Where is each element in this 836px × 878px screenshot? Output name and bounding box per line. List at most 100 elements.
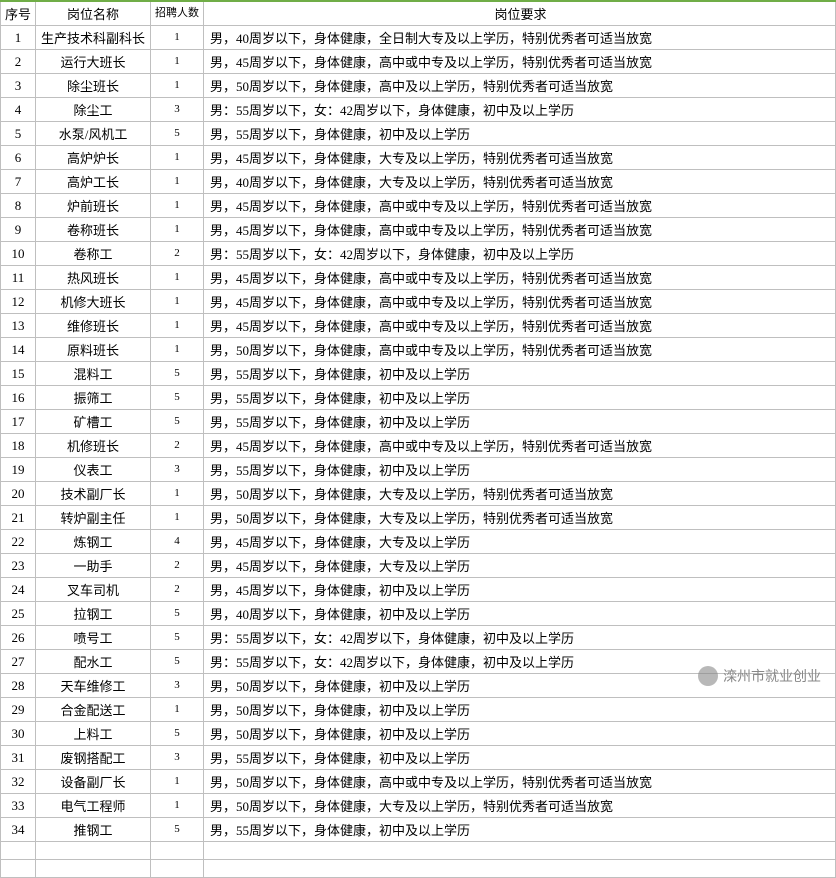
- empty-cell: [151, 860, 204, 878]
- cell-count: 1: [151, 26, 204, 50]
- table-row: 22炼钢工4男，45周岁以下，身体健康，大专及以上学历: [1, 530, 836, 554]
- cell-position: 运行大班长: [36, 50, 151, 74]
- cell-seq: 1: [1, 26, 36, 50]
- cell-requirement: 男，50周岁以下，身体健康，大专及以上学历，特别优秀者可适当放宽: [204, 794, 836, 818]
- cell-requirement: 男，45周岁以下，身体健康，高中或中专及以上学历，特别优秀者可适当放宽: [204, 434, 836, 458]
- cell-count: 1: [151, 194, 204, 218]
- cell-position: 卷称班长: [36, 218, 151, 242]
- cell-seq: 34: [1, 818, 36, 842]
- cell-requirement: 男，55周岁以下，身体健康，初中及以上学历: [204, 410, 836, 434]
- table-body: 1生产技术科副科长1男，40周岁以下，身体健康，全日制大专及以上学历，特别优秀者…: [1, 26, 836, 878]
- cell-position: 合金配送工: [36, 698, 151, 722]
- table-row: 9卷称班长1男，45周岁以下，身体健康，高中或中专及以上学历，特别优秀者可适当放…: [1, 218, 836, 242]
- cell-count: 5: [151, 386, 204, 410]
- cell-position: 转炉副主任: [36, 506, 151, 530]
- cell-seq: 14: [1, 338, 36, 362]
- cell-position: 拉钢工: [36, 602, 151, 626]
- table-row: 11热风班长1男，45周岁以下，身体健康，高中或中专及以上学历，特别优秀者可适当…: [1, 266, 836, 290]
- empty-cell: [151, 842, 204, 860]
- cell-position: 喷号工: [36, 626, 151, 650]
- empty-cell: [204, 860, 836, 878]
- cell-requirement: 男，55周岁以下，身体健康，初中及以上学历: [204, 458, 836, 482]
- cell-count: 1: [151, 338, 204, 362]
- table-row: 20技术副厂长1男，50周岁以下，身体健康，大专及以上学历，特别优秀者可适当放宽: [1, 482, 836, 506]
- cell-position: 热风班长: [36, 266, 151, 290]
- cell-count: 5: [151, 722, 204, 746]
- cell-requirement: 男，45周岁以下，身体健康，高中或中专及以上学历，特别优秀者可适当放宽: [204, 290, 836, 314]
- cell-position: 矿槽工: [36, 410, 151, 434]
- cell-count: 1: [151, 170, 204, 194]
- table-row: 31废钢搭配工3男，55周岁以下，身体健康，初中及以上学历: [1, 746, 836, 770]
- cell-position: 机修班长: [36, 434, 151, 458]
- table-row: 24叉车司机2男，45周岁以下，身体健康，初中及以上学历: [1, 578, 836, 602]
- cell-position: 上料工: [36, 722, 151, 746]
- cell-count: 5: [151, 362, 204, 386]
- header-count: 招聘人数: [151, 1, 204, 26]
- cell-position: 维修班长: [36, 314, 151, 338]
- cell-position: 水泵/风机工: [36, 122, 151, 146]
- cell-requirement: 男，55周岁以下，身体健康，初中及以上学历: [204, 818, 836, 842]
- table-row: 10卷称工2男：55周岁以下，女：42周岁以下，身体健康，初中及以上学历: [1, 242, 836, 266]
- cell-position: 原料班长: [36, 338, 151, 362]
- table-row: 23一助手2男，45周岁以下，身体健康，大专及以上学历: [1, 554, 836, 578]
- empty-row: [1, 860, 836, 878]
- cell-requirement: 男，50周岁以下，身体健康，初中及以上学历: [204, 698, 836, 722]
- table-row: 29合金配送工1男，50周岁以下，身体健康，初中及以上学历: [1, 698, 836, 722]
- cell-count: 5: [151, 602, 204, 626]
- table-row: 1生产技术科副科长1男，40周岁以下，身体健康，全日制大专及以上学历，特别优秀者…: [1, 26, 836, 50]
- cell-count: 1: [151, 770, 204, 794]
- cell-count: 3: [151, 98, 204, 122]
- table-row: 5水泵/风机工5男，55周岁以下，身体健康，初中及以上学历: [1, 122, 836, 146]
- cell-position: 技术副厂长: [36, 482, 151, 506]
- cell-requirement: 男，45周岁以下，身体健康，高中或中专及以上学历，特别优秀者可适当放宽: [204, 266, 836, 290]
- cell-requirement: 男，40周岁以下，身体健康，初中及以上学历: [204, 602, 836, 626]
- cell-seq: 2: [1, 50, 36, 74]
- header-row: 序号 岗位名称 招聘人数 岗位要求: [1, 1, 836, 26]
- cell-requirement: 男，55周岁以下，身体健康，初中及以上学历: [204, 746, 836, 770]
- cell-position: 炉前班长: [36, 194, 151, 218]
- cell-count: 1: [151, 218, 204, 242]
- cell-position: 生产技术科副科长: [36, 26, 151, 50]
- cell-position: 混料工: [36, 362, 151, 386]
- cell-requirement: 男，45周岁以下，身体健康，高中或中专及以上学历，特别优秀者可适当放宽: [204, 194, 836, 218]
- header-seq: 序号: [1, 1, 36, 26]
- cell-requirement: 男，50周岁以下，身体健康，大专及以上学历，特别优秀者可适当放宽: [204, 482, 836, 506]
- cell-seq: 19: [1, 458, 36, 482]
- cell-count: 1: [151, 506, 204, 530]
- table-row: 30上料工5男，50周岁以下，身体健康，初中及以上学历: [1, 722, 836, 746]
- cell-position: 高炉炉长: [36, 146, 151, 170]
- watermark-text: 滦州市就业创业: [723, 666, 821, 686]
- header-position: 岗位名称: [36, 1, 151, 26]
- cell-seq: 25: [1, 602, 36, 626]
- cell-count: 1: [151, 266, 204, 290]
- cell-requirement: 男，55周岁以下，身体健康，初中及以上学历: [204, 386, 836, 410]
- cell-seq: 22: [1, 530, 36, 554]
- cell-seq: 27: [1, 650, 36, 674]
- cell-seq: 29: [1, 698, 36, 722]
- cell-seq: 15: [1, 362, 36, 386]
- cell-position: 废钢搭配工: [36, 746, 151, 770]
- table-row: 12机修大班长1男，45周岁以下，身体健康，高中或中专及以上学历，特别优秀者可适…: [1, 290, 836, 314]
- cell-count: 4: [151, 530, 204, 554]
- cell-seq: 32: [1, 770, 36, 794]
- cell-requirement: 男，45周岁以下，身体健康，大专及以上学历: [204, 530, 836, 554]
- cell-seq: 13: [1, 314, 36, 338]
- cell-position: 叉车司机: [36, 578, 151, 602]
- cell-position: 电气工程师: [36, 794, 151, 818]
- cell-count: 1: [151, 74, 204, 98]
- cell-requirement: 男，40周岁以下，身体健康，全日制大专及以上学历，特别优秀者可适当放宽: [204, 26, 836, 50]
- cell-count: 3: [151, 746, 204, 770]
- cell-count: 2: [151, 242, 204, 266]
- cell-requirement: 男：55周岁以下，女：42周岁以下，身体健康，初中及以上学历: [204, 626, 836, 650]
- cell-count: 5: [151, 122, 204, 146]
- table-row: 16振筛工5男，55周岁以下，身体健康，初中及以上学历: [1, 386, 836, 410]
- cell-count: 5: [151, 650, 204, 674]
- recruitment-table: 序号 岗位名称 招聘人数 岗位要求 1生产技术科副科长1男，40周岁以下，身体健…: [0, 0, 836, 878]
- empty-cell: [36, 860, 151, 878]
- cell-position: 振筛工: [36, 386, 151, 410]
- cell-count: 5: [151, 410, 204, 434]
- cell-requirement: 男，50周岁以下，身体健康，初中及以上学历: [204, 722, 836, 746]
- cell-requirement: 男，40周岁以下，身体健康，大专及以上学历，特别优秀者可适当放宽: [204, 170, 836, 194]
- cell-seq: 9: [1, 218, 36, 242]
- table-row: 21转炉副主任1男，50周岁以下，身体健康，大专及以上学历，特别优秀者可适当放宽: [1, 506, 836, 530]
